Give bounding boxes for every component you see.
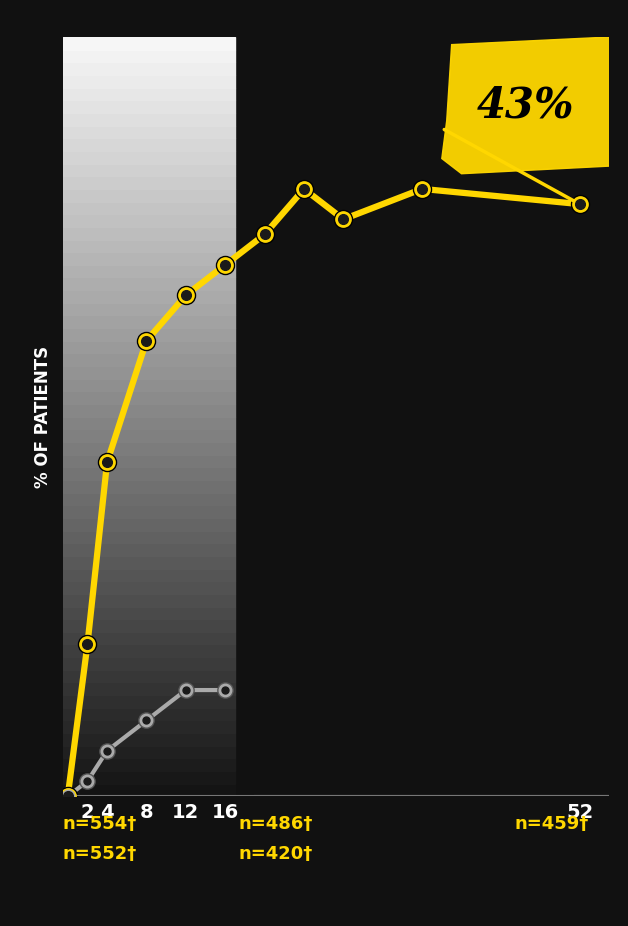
Bar (63, 733, 235, 745)
Text: n=552†: n=552† (63, 845, 137, 863)
Bar (63, 265, 235, 278)
Text: n=420†: n=420† (239, 845, 313, 863)
Bar (63, 430, 235, 442)
Bar (63, 531, 235, 544)
Bar (63, 240, 235, 252)
Bar (63, 214, 235, 227)
Bar (63, 290, 235, 303)
Bar (63, 75, 235, 88)
Bar (63, 480, 235, 493)
Bar (63, 303, 235, 316)
Bar (63, 151, 235, 164)
Bar (63, 619, 235, 632)
Bar (63, 771, 235, 783)
Bar (63, 227, 235, 240)
Text: 43%: 43% (477, 84, 574, 126)
Bar (63, 544, 235, 556)
Polygon shape (442, 37, 619, 174)
Bar (63, 758, 235, 771)
Bar (63, 720, 235, 733)
Bar (63, 88, 235, 100)
Bar (63, 189, 235, 202)
Bar (63, 404, 235, 417)
Bar (63, 682, 235, 695)
Y-axis label: % OF PATIENTS: % OF PATIENTS (34, 345, 51, 488)
Bar (63, 138, 235, 151)
Bar (63, 669, 235, 682)
Bar (63, 62, 235, 75)
Bar (63, 417, 235, 430)
Bar (63, 392, 235, 404)
Bar (63, 126, 235, 138)
Bar (63, 37, 235, 50)
Bar (63, 455, 235, 468)
Bar (63, 328, 235, 341)
Bar (63, 379, 235, 392)
Bar (63, 493, 235, 506)
Bar (63, 707, 235, 720)
Bar (63, 341, 235, 354)
Bar (63, 202, 235, 214)
Bar (63, 569, 235, 582)
Bar (63, 176, 235, 189)
Bar (63, 468, 235, 480)
Bar (63, 164, 235, 176)
Bar (63, 657, 235, 669)
Text: n=554†: n=554† (63, 815, 137, 832)
Text: n=486†: n=486† (239, 815, 313, 832)
Bar (63, 607, 235, 619)
Bar (63, 506, 235, 518)
Bar (63, 695, 235, 707)
Bar (63, 518, 235, 531)
Bar (63, 278, 235, 290)
Bar (63, 556, 235, 569)
Text: n=459†: n=459† (515, 815, 589, 832)
Bar (63, 316, 235, 328)
Bar (63, 354, 235, 366)
Bar (63, 745, 235, 758)
Bar (63, 252, 235, 265)
Bar (63, 594, 235, 607)
Bar (63, 442, 235, 455)
Bar (63, 632, 235, 644)
Bar (63, 100, 235, 113)
Bar (63, 644, 235, 657)
Bar (63, 113, 235, 126)
Bar (63, 582, 235, 594)
Bar (63, 50, 235, 62)
Bar (63, 783, 235, 796)
Bar (63, 366, 235, 379)
